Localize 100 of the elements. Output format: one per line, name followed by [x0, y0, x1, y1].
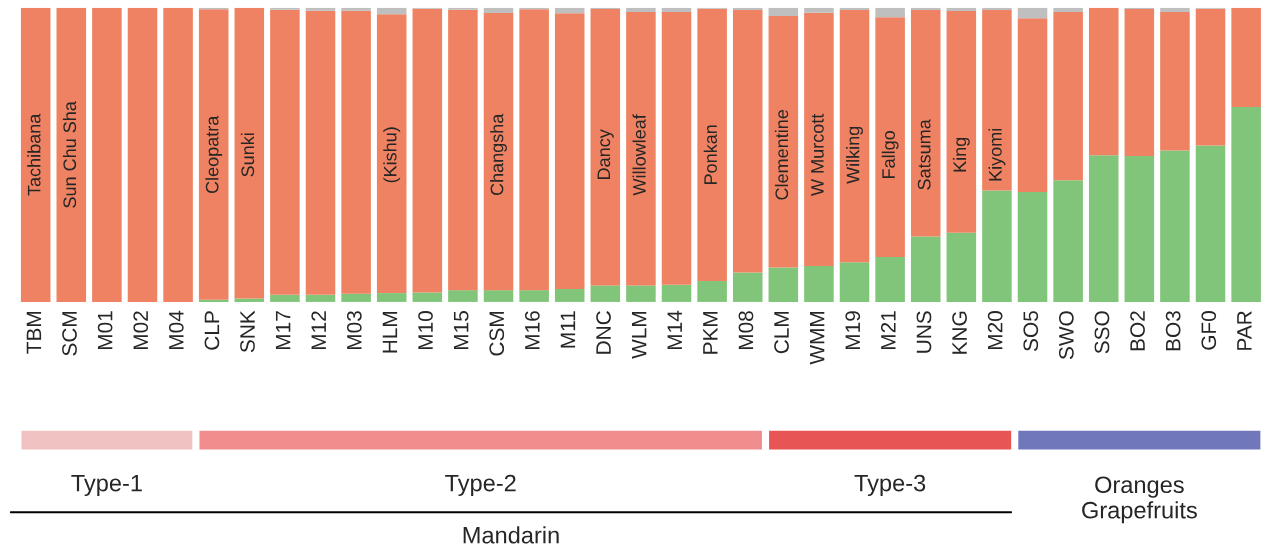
- x-tick-label: UNS: [916, 311, 932, 353]
- annotation: Wilking: [846, 126, 863, 184]
- bar: [590, 285, 621, 302]
- x-tick-label: TBM: [26, 311, 42, 354]
- annotation: King: [952, 137, 970, 172]
- bar: [804, 12, 834, 267]
- x-tick-label: M12: [311, 311, 326, 350]
- bar: [661, 11, 692, 285]
- bar: [1124, 156, 1155, 302]
- bar: [483, 7, 514, 14]
- bar: [626, 7, 656, 12]
- bar: [483, 290, 514, 302]
- bar: [305, 294, 336, 302]
- bar: [768, 16, 799, 268]
- bar: [946, 11, 977, 233]
- bar: [661, 7, 692, 12]
- annotation: Dancy: [597, 129, 614, 179]
- text: Mandarin: [463, 526, 559, 544]
- annotation: Ponkan: [703, 125, 717, 184]
- bar: [412, 8, 443, 293]
- x-tick-label: M11: [560, 311, 576, 348]
- bar: [1053, 180, 1083, 302]
- bar: [341, 10, 371, 294]
- bar: [1231, 7, 1261, 107]
- x-tick-label: HLM: [382, 311, 398, 353]
- bar: [839, 262, 870, 302]
- text: Oranges Grapefruits: [1082, 476, 1197, 524]
- bar: [732, 10, 763, 273]
- bar: [270, 9, 300, 295]
- bar: [982, 10, 1012, 191]
- bar: [697, 281, 727, 302]
- bar: [1017, 18, 1048, 192]
- x-tick-label: M14: [667, 310, 682, 350]
- bar: [20, 7, 51, 302]
- annotation: Cleopatra: [205, 115, 223, 194]
- bar: [1195, 145, 1226, 302]
- bar: [946, 232, 977, 302]
- bar: [412, 292, 443, 302]
- annotation: Fallgo: [881, 131, 899, 178]
- bar: [804, 7, 834, 13]
- x-tick-label: KNG: [952, 311, 967, 354]
- bar: [341, 7, 371, 11]
- bar: [376, 7, 407, 15]
- bar: [839, 10, 870, 263]
- bar: [198, 9, 229, 300]
- x-tick-label: M15: [453, 311, 469, 350]
- bar: [305, 10, 336, 295]
- bar: [234, 7, 265, 299]
- x-tick-label: CSM: [489, 311, 505, 356]
- bar: [661, 284, 692, 302]
- bar: [519, 290, 549, 302]
- bar: [127, 7, 158, 302]
- bar: [875, 256, 905, 302]
- bar: [1088, 155, 1119, 302]
- bar: [448, 290, 478, 302]
- bar: [1160, 150, 1190, 302]
- bar: [982, 190, 1012, 302]
- x-tick-label: CLM: [774, 311, 789, 354]
- text: Type-3: [854, 474, 926, 497]
- bar: [875, 17, 905, 257]
- bar: [910, 236, 941, 302]
- x-tick-label: M01: [97, 311, 113, 350]
- bar: [163, 7, 193, 302]
- bar: [1231, 106, 1261, 302]
- bar: [376, 14, 407, 294]
- bar: [1053, 11, 1083, 181]
- x-tick-label: WLM: [631, 311, 647, 359]
- bar: [1160, 11, 1190, 151]
- bar: [1017, 191, 1048, 302]
- bar: [376, 293, 407, 302]
- x-tick-label: PAR: [1237, 311, 1252, 350]
- bar: [56, 7, 87, 302]
- x-tick-label: SWO: [1058, 311, 1074, 360]
- x-tick-label: SCM: [62, 311, 77, 356]
- bar: [554, 288, 585, 302]
- bar: [234, 298, 265, 302]
- x-tick-label: CLP: [204, 311, 220, 350]
- bar: [448, 9, 478, 291]
- x-tick-label: DNC: [596, 311, 611, 354]
- bar: [875, 7, 905, 18]
- bar: [768, 7, 799, 17]
- annotation: W Murcott: [811, 113, 824, 196]
- bar: [590, 8, 621, 286]
- bar: [732, 272, 763, 302]
- bar: [626, 285, 656, 302]
- x-tick-label: M20: [987, 311, 1003, 350]
- x-tick-label: GF0: [1201, 311, 1217, 350]
- bar: [1195, 8, 1226, 146]
- x-tick-label: PKM: [703, 311, 718, 354]
- annotation: Tachibana: [27, 113, 41, 196]
- annotation: Willowleaf: [632, 114, 646, 196]
- x-tick-label: M17: [275, 311, 291, 350]
- annotation: Kiyomi: [988, 128, 1006, 181]
- annotation: Changsha: [490, 113, 507, 196]
- bar: [554, 13, 585, 289]
- annotation: Sunki: [240, 133, 255, 177]
- bar: [1124, 8, 1155, 157]
- annotation: Satsuma: [917, 119, 931, 190]
- annotation: Clementine: [774, 109, 789, 200]
- x-tick-label: SNK: [240, 310, 255, 353]
